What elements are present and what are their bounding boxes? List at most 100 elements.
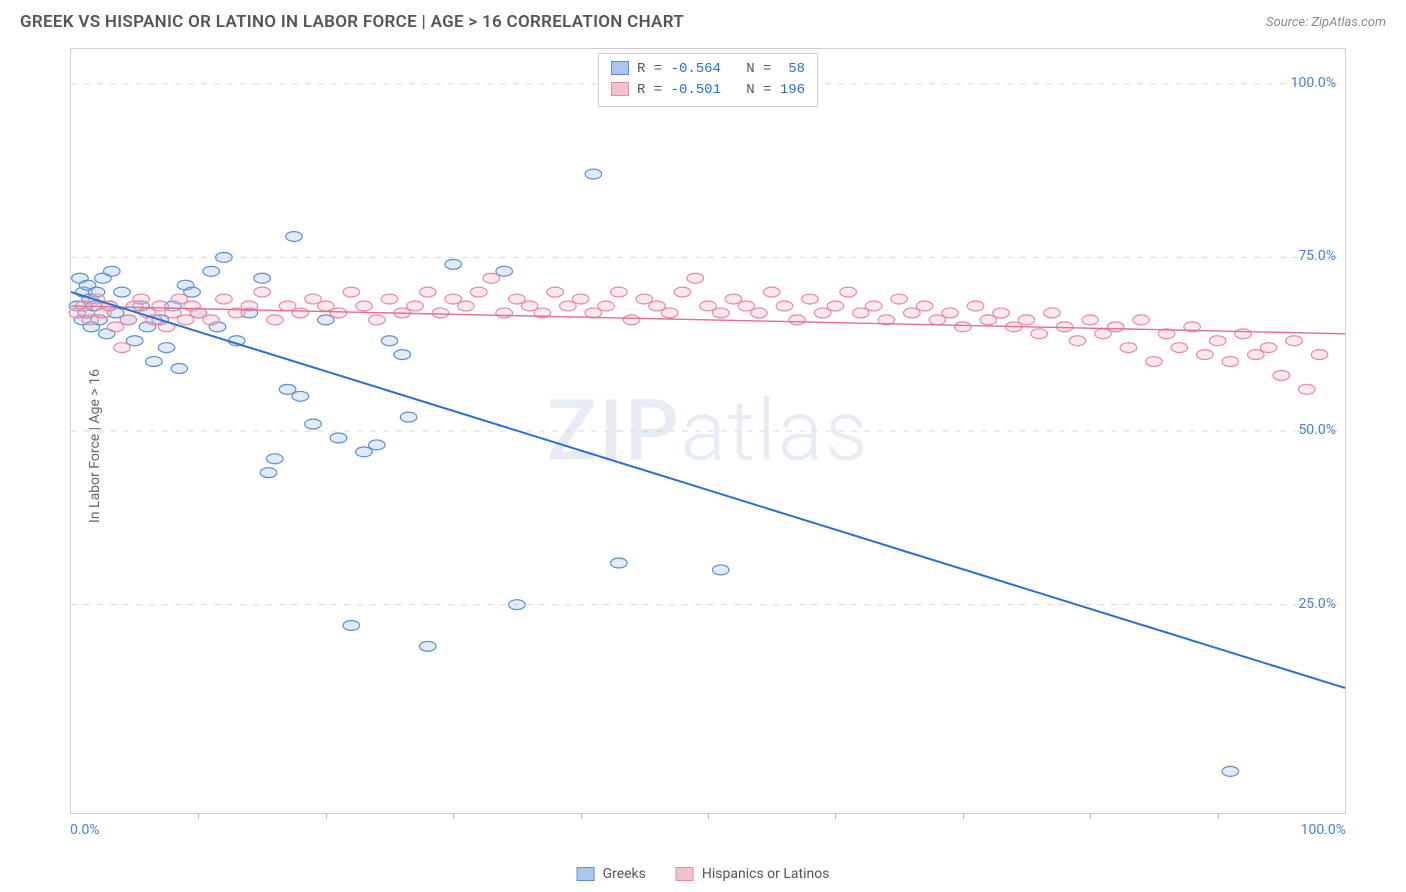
hispanic-point [789,315,806,325]
hispanic-point [203,315,220,325]
legend-swatch [577,867,595,881]
stat-swatch [611,61,629,75]
legend-item: Hispanics or Latinos [676,866,830,882]
hispanic-point [1311,350,1328,360]
stat-r-label: R = [637,61,671,77]
hispanic-point [267,315,284,325]
hispanic-point [1209,336,1226,346]
hispanic-point [1260,343,1277,353]
hispanic-point [1146,357,1163,367]
hispanic-point [496,308,513,318]
y-tick-label: 100.0% [1291,75,1336,91]
hispanic-point [891,294,908,304]
hispanic-point [381,294,398,304]
greek-point [254,273,271,283]
legend-swatch [676,867,694,881]
stat-r-value: -0.501 [671,82,721,98]
hispanic-point [368,315,385,325]
plot-frame: ZIPatlas R = -0.564 N = 58R = -0.501 N =… [70,48,1346,814]
greek-point [260,468,277,478]
hispanic-point [687,273,704,283]
hispanic-point [254,287,271,297]
greek-point [203,266,220,276]
hispanic-point [1197,350,1214,360]
greek-point [611,558,628,568]
hispanic-point [827,301,844,311]
hispanic-point [993,308,1010,318]
greek-point [509,600,526,610]
greek-point [343,621,360,631]
legend-label: Greeks [603,866,646,882]
stat-r-value: -0.564 [671,61,721,77]
hispanic-point [1056,322,1073,332]
hispanic-point [1107,322,1124,332]
hispanic-point [1286,336,1303,346]
hispanic-point [419,287,436,297]
x-tick-mark [835,813,836,819]
greek-point [712,565,729,575]
y-tick-label: 50.0% [1298,422,1336,438]
stats-box: R = -0.564 N = 58R = -0.501 N = 196 [598,53,818,107]
greek-point [330,433,347,443]
greek-point [146,357,163,367]
greek-point [394,350,411,360]
stats-row: R = -0.564 N = 58 [611,59,805,80]
hispanic-point [114,343,131,353]
greek-point [305,419,322,429]
x-tick-mark [326,813,327,819]
hispanic-point [356,301,373,311]
hispanic-point [1171,343,1188,353]
hispanic-point [547,287,564,297]
legend-item: Greeks [577,866,646,882]
greek-point [216,252,233,262]
hispanic-point [330,308,347,318]
hispanic-point [916,301,933,311]
y-tick-label: 75.0% [1298,248,1336,264]
stat-n-value: 196 [780,82,805,98]
hispanic-point [611,287,628,297]
hispanic-point [1031,329,1048,339]
hispanic-point [802,294,819,304]
greek-point [267,454,284,464]
stat-n-label: N = [721,82,780,98]
greek-point [114,287,131,297]
plot-svg [71,49,1345,813]
hispanic-point [483,273,500,283]
hispanic-point [216,294,233,304]
greek-point [103,266,120,276]
hispanic-point [776,301,793,311]
hispanic-point [133,294,150,304]
hispanic-point [967,301,984,311]
hispanic-point [661,308,678,318]
hispanic-point [1018,315,1035,325]
hispanic-point [1120,343,1137,353]
greek-point [381,336,398,346]
hispanic-point [1273,370,1290,380]
x-tick-mark [198,813,199,819]
hispanic-point [942,308,959,318]
stat-swatch [611,82,629,96]
greek-point [292,391,309,401]
greek-point [445,259,462,269]
greek-point [286,232,303,242]
hispanic-point [343,287,360,297]
hispanic-point [1044,308,1061,318]
chart-title: GREEK VS HISPANIC OR LATINO IN LABOR FOR… [20,12,684,32]
source-prefix: Source: [1266,15,1311,30]
x-tick-mark [453,813,454,819]
hispanic-point [865,301,882,311]
hispanic-point [1133,315,1150,325]
hispanic-point [763,287,780,297]
greek-point [171,364,188,374]
greek-point [419,641,436,651]
greek-point [368,440,385,450]
hispanic-point [712,308,729,318]
stat-r-label: R = [637,82,671,98]
greek-point [1222,766,1239,776]
x-tick-max: 100.0% [1301,822,1346,838]
hispanic-point [598,301,615,311]
hispanic-point [751,308,768,318]
legend-label: Hispanics or Latinos [702,866,830,882]
header-row: GREEK VS HISPANIC OR LATINO IN LABOR FOR… [0,0,1406,40]
source-name: ZipAtlas.com [1311,15,1386,30]
